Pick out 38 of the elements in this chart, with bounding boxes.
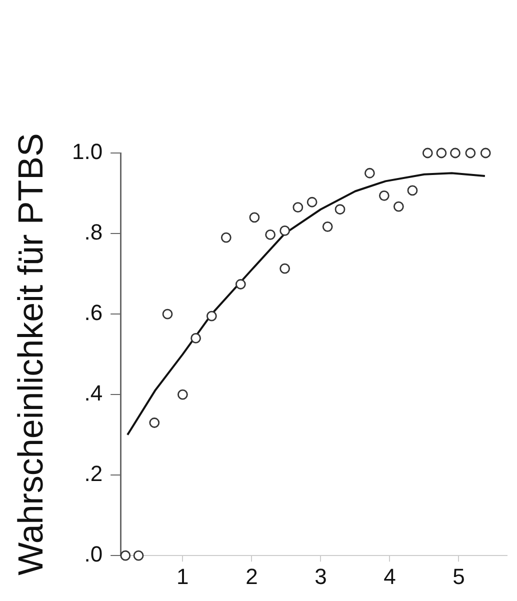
y-tick-label: .0 (84, 542, 103, 567)
y-tick-label: .6 (84, 300, 103, 326)
point (206, 310, 217, 322)
y-axis-title: Wahrscheinlichkeit für PTBS (12, 133, 51, 576)
point (220, 232, 232, 243)
point (190, 332, 201, 344)
x-tick-label: 1 (176, 564, 189, 589)
point (422, 148, 433, 158)
y-tick-label: 1.0 (72, 139, 103, 164)
point (177, 389, 188, 400)
point (249, 212, 260, 223)
point (322, 221, 333, 232)
x-tick-label: 2 (246, 564, 258, 589)
y-tick-label: .4 (84, 380, 103, 406)
x-tick-label: 5 (452, 564, 465, 589)
point (393, 201, 404, 212)
y-tick-label: .2 (84, 461, 103, 486)
point (235, 279, 246, 290)
point (265, 230, 276, 240)
point (133, 550, 144, 561)
point (450, 148, 460, 158)
point (465, 148, 476, 158)
y-tick-label: .8 (84, 220, 103, 245)
x-tick-label: 3 (314, 564, 327, 589)
point (378, 190, 390, 201)
point (162, 308, 173, 320)
point (334, 204, 346, 215)
point (480, 148, 491, 158)
point (292, 202, 304, 213)
point (149, 418, 160, 428)
x-tick-label: 4 (384, 564, 396, 589)
point (364, 168, 375, 178)
point (280, 226, 290, 236)
point (120, 550, 131, 561)
point (436, 148, 447, 158)
point (280, 263, 290, 274)
point (407, 185, 418, 196)
point (306, 196, 318, 208)
